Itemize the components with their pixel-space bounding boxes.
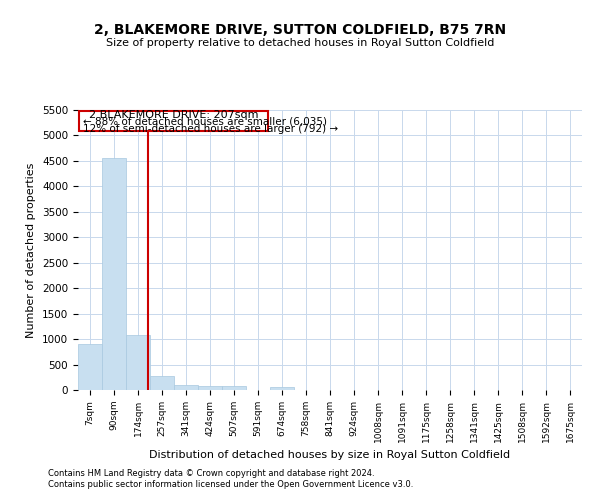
- Text: Size of property relative to detached houses in Royal Sutton Coldfield: Size of property relative to detached ho…: [106, 38, 494, 48]
- Text: Contains public sector information licensed under the Open Government Licence v3: Contains public sector information licen…: [48, 480, 413, 489]
- Bar: [222, 386, 246, 390]
- Bar: [198, 386, 222, 390]
- Bar: [126, 336, 150, 390]
- Bar: [174, 386, 198, 390]
- Bar: [78, 344, 102, 390]
- Bar: [102, 158, 126, 390]
- Text: ← 88% of detached houses are smaller (6,035): ← 88% of detached houses are smaller (6,…: [83, 117, 327, 127]
- Bar: [270, 387, 294, 390]
- Y-axis label: Number of detached properties: Number of detached properties: [26, 162, 37, 338]
- Text: 2, BLAKEMORE DRIVE, SUTTON COLDFIELD, B75 7RN: 2, BLAKEMORE DRIVE, SUTTON COLDFIELD, B7…: [94, 22, 506, 36]
- Text: 12% of semi-detached houses are larger (792) →: 12% of semi-detached houses are larger (…: [83, 124, 338, 134]
- Text: 2 BLAKEMORE DRIVE: 207sqm: 2 BLAKEMORE DRIVE: 207sqm: [89, 110, 258, 120]
- Text: Contains HM Land Registry data © Crown copyright and database right 2024.: Contains HM Land Registry data © Crown c…: [48, 468, 374, 477]
- Bar: [150, 376, 174, 390]
- X-axis label: Distribution of detached houses by size in Royal Sutton Coldfield: Distribution of detached houses by size …: [149, 450, 511, 460]
- Bar: [79, 110, 268, 132]
